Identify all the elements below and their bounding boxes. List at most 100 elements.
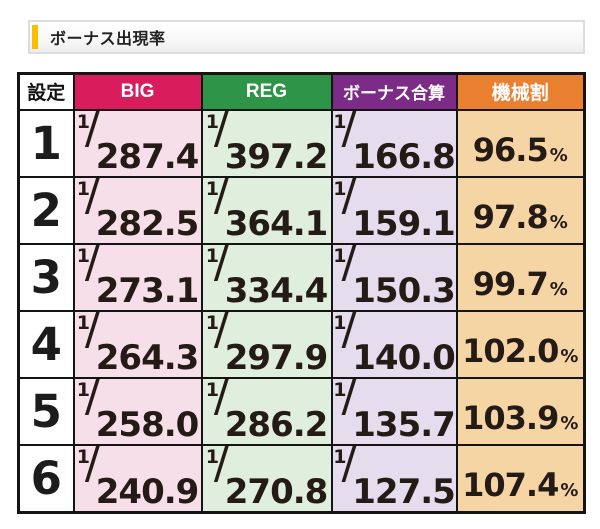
- percent-sign: %: [560, 413, 579, 434]
- table-row: 5 1/258.0 1/286.2 1/135.7 103.9%: [17, 376, 586, 446]
- frac-slash: /: [341, 243, 357, 288]
- reg-cell: 1/270.8: [200, 443, 333, 513]
- percent-sign: %: [549, 279, 568, 300]
- frac-denominator: 286.2: [224, 404, 329, 445]
- frac-slash: /: [341, 176, 357, 221]
- payout-value: 99.7: [472, 265, 549, 303]
- payout-cell: 102.0%: [455, 309, 586, 379]
- frac-slash: /: [341, 109, 357, 154]
- big-cell: 1/258.0: [72, 376, 203, 446]
- frac-numerator: 1: [333, 311, 347, 334]
- frac-slash: /: [341, 377, 357, 422]
- big-cell: 1/264.3: [72, 309, 203, 379]
- gassan-cell: 1/135.7: [330, 376, 458, 446]
- frac-denominator: 135.7: [352, 404, 455, 445]
- frac-numerator: 1: [76, 311, 90, 334]
- frac-numerator: 1: [333, 110, 347, 133]
- payout-value: 97.8: [472, 198, 549, 236]
- setting-cell: 1: [17, 108, 75, 178]
- frac-slash: /: [213, 176, 229, 221]
- setting-cell: 4: [17, 309, 75, 379]
- payout-cell: 97.8%: [455, 175, 586, 245]
- frac-slash: /: [84, 109, 100, 154]
- header-row: 設定 BIG REG ボーナス合算 機械割: [17, 72, 586, 111]
- frac-denominator: 140.0: [352, 337, 455, 378]
- payout-value: 107.4: [462, 466, 559, 504]
- gassan-cell: 1/166.8: [330, 108, 458, 178]
- frac-slash: /: [213, 377, 229, 422]
- table-row: 4 1/264.3 1/297.9 1/140.0 102.0%: [17, 309, 586, 379]
- gassan-cell: 1/140.0: [330, 309, 458, 379]
- frac-denominator: 397.2: [224, 136, 329, 177]
- frac-denominator: 364.1: [224, 203, 329, 244]
- reg-cell: 1/334.4: [200, 242, 333, 312]
- header-setting: 設定: [17, 72, 75, 111]
- frac-numerator: 1: [76, 378, 90, 401]
- gassan-cell: 1/150.3: [330, 242, 458, 312]
- gassan-cell: 1/127.5: [330, 443, 458, 513]
- frac-denominator: 282.5: [95, 203, 200, 244]
- table-row: 2 1/282.5 1/364.1 1/159.1 97.8%: [17, 175, 586, 245]
- big-cell: 1/287.4: [72, 108, 203, 178]
- frac-numerator: 1: [205, 177, 219, 200]
- frac-numerator: 1: [205, 378, 219, 401]
- percent-sign: %: [549, 145, 568, 166]
- table-row: 3 1/273.1 1/334.4 1/150.3 99.7%: [17, 242, 586, 312]
- payout-cell: 107.4%: [455, 443, 586, 513]
- gassan-cell: 1/159.1: [330, 175, 458, 245]
- frac-numerator: 1: [76, 177, 90, 200]
- frac-denominator: 273.1: [95, 270, 200, 311]
- frac-numerator: 1: [333, 445, 347, 468]
- frac-denominator: 264.3: [95, 337, 200, 378]
- frac-denominator: 150.3: [352, 270, 455, 311]
- frac-slash: /: [84, 176, 100, 221]
- payout-cell: 99.7%: [455, 242, 586, 312]
- frac-slash: /: [341, 444, 357, 489]
- frac-numerator: 1: [333, 378, 347, 401]
- big-cell: 1/282.5: [72, 175, 203, 245]
- frac-slash: /: [213, 444, 229, 489]
- setting-cell: 2: [17, 175, 75, 245]
- frac-numerator: 1: [76, 110, 90, 133]
- frac-denominator: 159.1: [352, 203, 455, 244]
- frac-slash: /: [341, 310, 357, 355]
- payout-cell: 103.9%: [455, 376, 586, 446]
- frac-numerator: 1: [333, 177, 347, 200]
- setting-cell: 6: [17, 443, 75, 513]
- frac-slash: /: [213, 243, 229, 288]
- frac-denominator: 287.4: [95, 136, 200, 177]
- reg-cell: 1/397.2: [200, 108, 333, 178]
- table-row: 6 1/240.9 1/270.8 1/127.5 107.4%: [17, 443, 586, 513]
- frac-slash: /: [213, 109, 229, 154]
- frac-denominator: 127.5: [352, 471, 455, 512]
- section-header: ボーナス出現率: [28, 20, 585, 54]
- header-big: BIG: [72, 72, 203, 111]
- frac-numerator: 1: [205, 445, 219, 468]
- reg-cell: 1/297.9: [200, 309, 333, 379]
- frac-denominator: 166.8: [352, 136, 455, 177]
- frac-denominator: 297.9: [224, 337, 329, 378]
- reg-cell: 1/364.1: [200, 175, 333, 245]
- frac-denominator: 240.9: [95, 471, 200, 512]
- frac-numerator: 1: [76, 445, 90, 468]
- payout-value: 96.5: [472, 131, 549, 169]
- frac-denominator: 270.8: [224, 471, 329, 512]
- percent-sign: %: [549, 212, 568, 233]
- reg-cell: 1/286.2: [200, 376, 333, 446]
- payout-value: 102.0: [462, 332, 559, 370]
- frac-numerator: 1: [333, 244, 347, 267]
- percent-sign: %: [560, 346, 579, 367]
- frac-numerator: 1: [205, 110, 219, 133]
- header-payout: 機械割: [455, 72, 586, 111]
- accent-bar: [32, 25, 38, 49]
- payout-value: 103.9: [462, 399, 559, 437]
- bonus-rate-table: 設定 BIG REG ボーナス合算 機械割 1 1/287.4 1/397.2 …: [17, 72, 586, 514]
- header-gassan: ボーナス合算: [330, 72, 458, 111]
- setting-cell: 3: [17, 242, 75, 312]
- table-row: 1 1/287.4 1/397.2 1/166.8 96.5%: [17, 108, 586, 178]
- frac-slash: /: [84, 444, 100, 489]
- frac-slash: /: [84, 377, 100, 422]
- frac-numerator: 1: [76, 244, 90, 267]
- page-title: ボーナス出現率: [50, 31, 166, 48]
- header-reg: REG: [200, 72, 333, 111]
